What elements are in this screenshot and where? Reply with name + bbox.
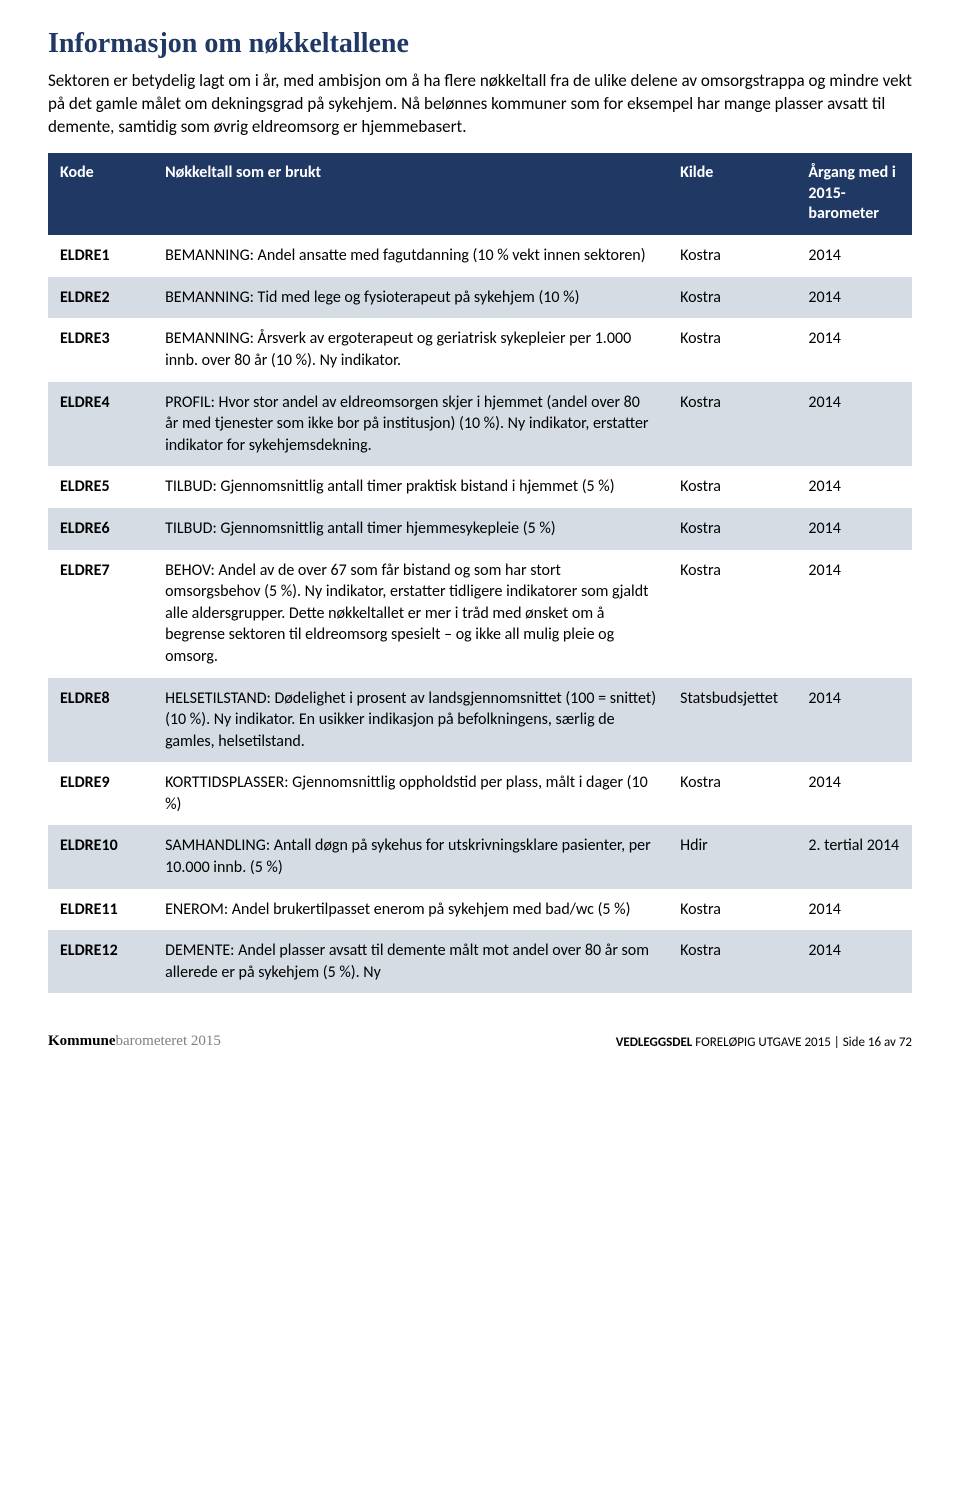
footer-right-bold: VEDLEGGSDEL [616, 1035, 693, 1050]
cell-kode: ELDRE6 [48, 508, 153, 550]
cell-beskrivelse: HELSETILSTAND: Dødelighet i prosent av l… [153, 678, 668, 763]
table-row: ELDRE9KORTTIDSPLASSER: Gjennomsnittlig o… [48, 762, 912, 825]
cell-aargang: 2014 [796, 930, 912, 993]
cell-beskrivelse: TILBUD: Gjennomsnittlig antall timer hje… [153, 508, 668, 550]
cell-aargang: 2014 [796, 318, 912, 381]
cell-kode: ELDRE3 [48, 318, 153, 381]
cell-aargang: 2014 [796, 678, 912, 763]
cell-kode: ELDRE8 [48, 678, 153, 763]
cell-kilde: Kostra [668, 382, 796, 467]
cell-kode: ELDRE7 [48, 550, 153, 678]
cell-kode: ELDRE2 [48, 277, 153, 319]
cell-aargang: 2014 [796, 382, 912, 467]
table-row: ELDRE4PROFIL: Hvor stor andel av eldreom… [48, 382, 912, 467]
table-row: ELDRE1BEMANNING: Andel ansatte med fagut… [48, 235, 912, 277]
cell-beskrivelse: ENEROM: Andel brukertilpasset enerom på … [153, 889, 668, 931]
table-row: ELDRE6TILBUD: Gjennomsnittlig antall tim… [48, 508, 912, 550]
footer-page-info: VEDLEGGSDEL FORELØPIG UTGAVE 2015 | Side… [616, 1035, 912, 1050]
footer-brand-bold: Kommune [48, 1033, 116, 1049]
table-row: ELDRE5TILBUD: Gjennomsnittlig antall tim… [48, 466, 912, 508]
cell-kode: ELDRE1 [48, 235, 153, 277]
table-row: ELDRE7BEHOV: Andel av de over 67 som får… [48, 550, 912, 678]
cell-aargang: 2014 [796, 235, 912, 277]
table-row: ELDRE12DEMENTE: Andel plasser avsatt til… [48, 930, 912, 993]
header-aargang: Årgang med i 2015-barometer [796, 153, 912, 235]
page-title: Informasjon om nøkkeltallene [48, 28, 912, 60]
cell-aargang: 2014 [796, 466, 912, 508]
cell-kilde: Kostra [668, 277, 796, 319]
key-figures-table: Kode Nøkkeltall som er brukt Kilde Årgan… [48, 153, 912, 994]
intro-paragraph: Sektoren er betydelig lagt om i år, med … [48, 70, 912, 139]
cell-beskrivelse: TILBUD: Gjennomsnittlig antall timer pra… [153, 466, 668, 508]
cell-kilde: Hdir [668, 825, 796, 888]
header-beskrivelse: Nøkkeltall som er brukt [153, 153, 668, 235]
cell-beskrivelse: BEMANNING: Andel ansatte med fagutdannin… [153, 235, 668, 277]
footer-right-rest: FORELØPIG UTGAVE 2015 | Side 16 av 72 [692, 1035, 912, 1050]
cell-beskrivelse: KORTTIDSPLASSER: Gjennomsnittlig opphold… [153, 762, 668, 825]
cell-kode: ELDRE11 [48, 889, 153, 931]
table-row: ELDRE3BEMANNING: Årsverk av ergoterapeut… [48, 318, 912, 381]
cell-beskrivelse: PROFIL: Hvor stor andel av eldreomsorgen… [153, 382, 668, 467]
cell-kode: ELDRE12 [48, 930, 153, 993]
cell-aargang: 2014 [796, 508, 912, 550]
cell-kilde: Kostra [668, 318, 796, 381]
cell-kode: ELDRE4 [48, 382, 153, 467]
footer-brand: Kommunebarometeret 2015 [48, 1033, 221, 1050]
cell-kode: ELDRE9 [48, 762, 153, 825]
cell-aargang: 2. tertial 2014 [796, 825, 912, 888]
header-kode: Kode [48, 153, 153, 235]
table-row: ELDRE8HELSETILSTAND: Dødelighet i prosen… [48, 678, 912, 763]
cell-kode: ELDRE10 [48, 825, 153, 888]
cell-kilde: Kostra [668, 762, 796, 825]
cell-beskrivelse: DEMENTE: Andel plasser avsatt til dement… [153, 930, 668, 993]
page-footer: Kommunebarometeret 2015 VEDLEGGSDEL FORE… [48, 1033, 912, 1050]
header-kilde: Kilde [668, 153, 796, 235]
footer-brand-light: barometeret 2015 [116, 1033, 221, 1049]
cell-kilde: Kostra [668, 550, 796, 678]
table-row: ELDRE2BEMANNING: Tid med lege og fysiote… [48, 277, 912, 319]
cell-kilde: Kostra [668, 235, 796, 277]
cell-aargang: 2014 [796, 550, 912, 678]
cell-aargang: 2014 [796, 277, 912, 319]
table-row: ELDRE10SAMHANDLING: Antall døgn på sykeh… [48, 825, 912, 888]
cell-beskrivelse: BEMANNING: Tid med lege og fysioterapeut… [153, 277, 668, 319]
cell-kilde: Statsbudsjettet [668, 678, 796, 763]
cell-aargang: 2014 [796, 889, 912, 931]
table-row: ELDRE11ENEROM: Andel brukertilpasset ene… [48, 889, 912, 931]
cell-kode: ELDRE5 [48, 466, 153, 508]
cell-kilde: Kostra [668, 889, 796, 931]
table-header-row: Kode Nøkkeltall som er brukt Kilde Årgan… [48, 153, 912, 235]
cell-beskrivelse: SAMHANDLING: Antall døgn på sykehus for … [153, 825, 668, 888]
cell-beskrivelse: BEMANNING: Årsverk av ergoterapeut og ge… [153, 318, 668, 381]
cell-kilde: Kostra [668, 930, 796, 993]
cell-kilde: Kostra [668, 466, 796, 508]
cell-aargang: 2014 [796, 762, 912, 825]
cell-beskrivelse: BEHOV: Andel av de over 67 som får bista… [153, 550, 668, 678]
cell-kilde: Kostra [668, 508, 796, 550]
